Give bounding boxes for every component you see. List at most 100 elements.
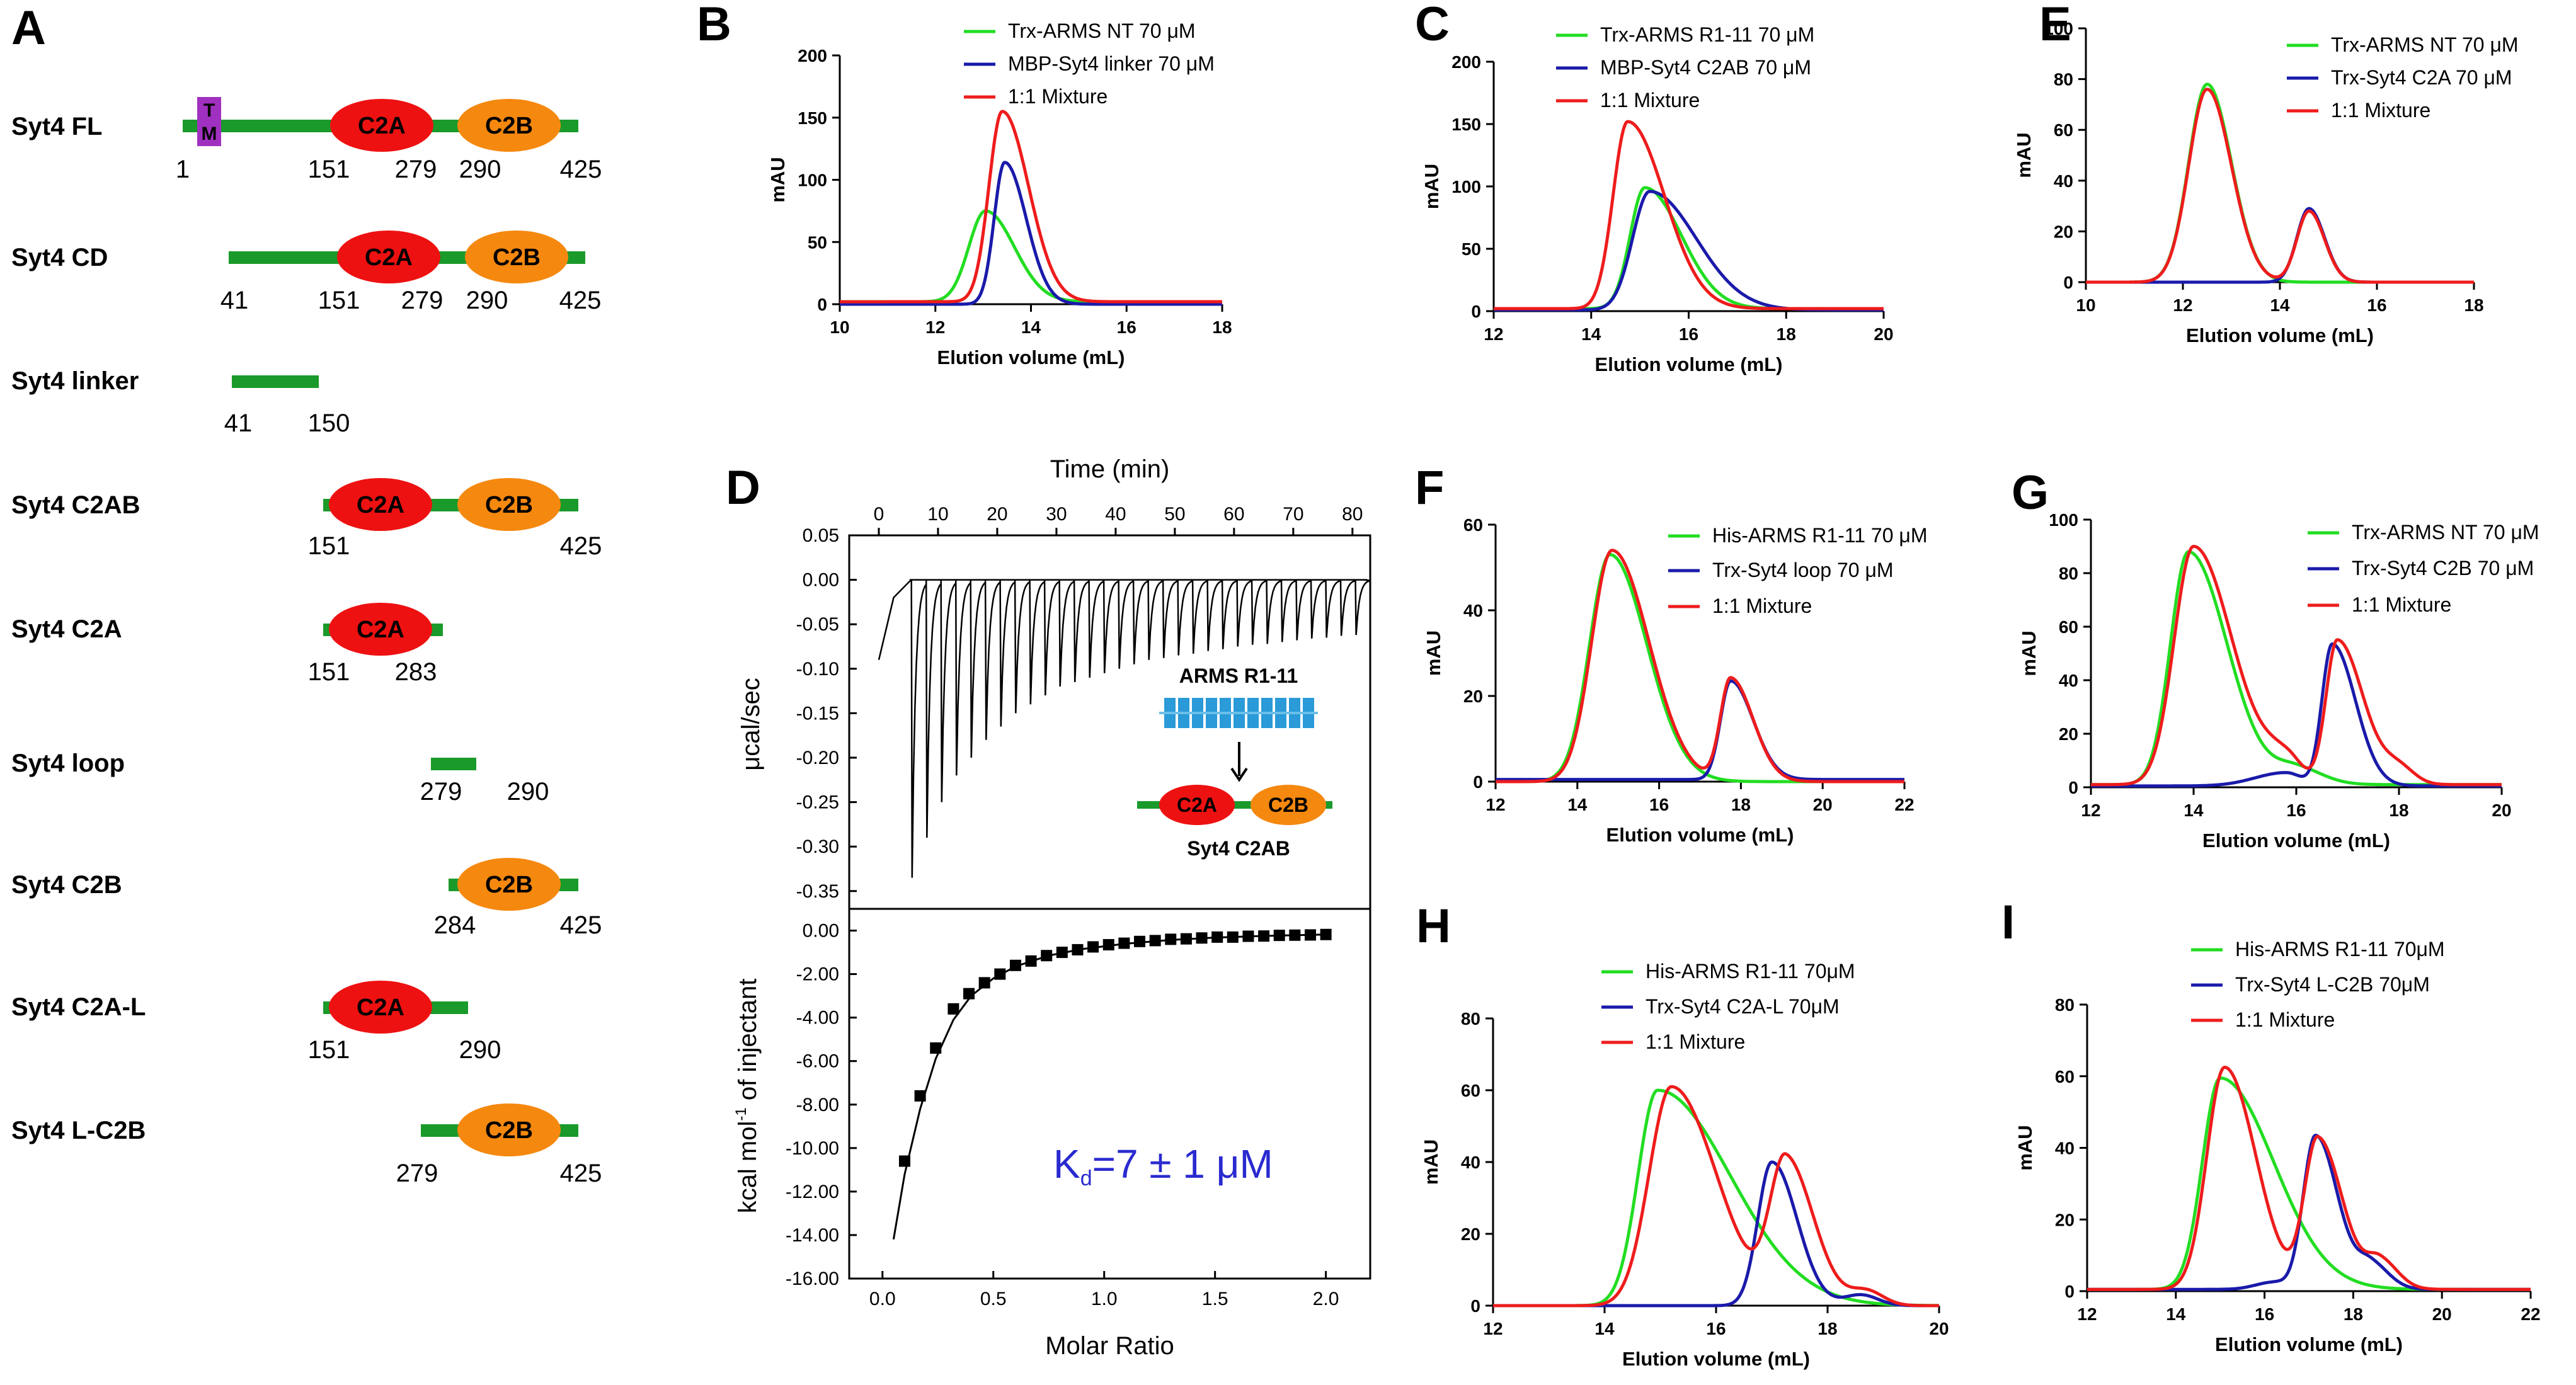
residue-number: 425 [560, 532, 602, 560]
panel-label-f: F [1415, 461, 1444, 515]
kd-annotation: Kd=7 ± 1 μM [1053, 1141, 1273, 1190]
y-tick-label: 40 [2059, 671, 2078, 690]
legend-entry: 1:1 Mixture [2352, 593, 2451, 616]
panel-label-d: D [726, 461, 760, 515]
series-line-green [839, 209, 1223, 304]
c2b-domain [1251, 785, 1326, 825]
x-tick-label: 1.0 [1091, 1289, 1118, 1309]
c2b-domain [457, 478, 561, 531]
x-tick-label: 30 [1046, 504, 1067, 525]
x-tick-label: 20 [1813, 795, 1833, 814]
x-tick-label: 70 [1283, 504, 1303, 525]
construct-name: Syt4 L-C2B [11, 1117, 146, 1144]
c2a-label: C2A [1177, 794, 1217, 816]
itc-data-point [1227, 931, 1239, 943]
y-axis-label: mAU [2013, 132, 2035, 178]
y-tick-label: -0.20 [796, 748, 839, 768]
c2b-domain [457, 858, 561, 911]
itc-data-point [1273, 930, 1285, 942]
y-tick-label: -0.10 [796, 659, 839, 680]
x-tick-label: 0 [874, 504, 884, 525]
residue-number: 151 [308, 156, 350, 183]
residue-number: 151 [308, 1036, 350, 1064]
c2a-domain [330, 99, 433, 152]
construct-syt4-fl: Syt4 FL T M C2A C2B 1 151 279 290 425 [11, 97, 602, 183]
residue-number: 425 [560, 911, 602, 939]
chart-panel-i: I 12 14 16 18 20 22 0 20 40 60 80 Elution volume (mL… [2001, 896, 2541, 1355]
y-tick-label: -0.30 [796, 836, 839, 857]
y-tick-label: 20 [2055, 1210, 2075, 1229]
construct-syt4-c2ab: Syt4 C2AB C2A C2B 151 425 [11, 478, 602, 560]
legend-entry: His-ARMS R1-11 70μM [1646, 960, 1855, 983]
y-tick-label: 200 [1451, 52, 1481, 72]
legend-entry: Trx-ARMS NT 70 μM [2331, 33, 2519, 56]
x-tick-label: 20 [1929, 1319, 1949, 1338]
panel-label-b: B [697, 0, 731, 51]
c2b-label: C2B [485, 492, 533, 518]
y-axis-label: mAU [1421, 164, 1443, 209]
y-tick-label: 0 [1471, 302, 1481, 321]
c2a-label: C2A [357, 492, 404, 518]
x-tick-label: 18 [1818, 1319, 1837, 1338]
x-axis-label: Time (min) [1050, 455, 1170, 483]
itc-inset-schematic: ARMS R1-11 C2A C2B Syt4 C2AB [1137, 664, 1332, 860]
tm-label-m: M [202, 123, 217, 144]
legend-entry: Trx-ARMS NT 70 μM [1008, 20, 1196, 42]
series-line-red [839, 110, 1223, 304]
x-tick-label: 18 [2344, 1304, 2363, 1324]
arrow-down-head-icon [1230, 767, 1248, 782]
series-line-green [1495, 553, 1905, 784]
itc-data-point [1009, 959, 1021, 971]
legend-entry: 1:1 Mixture [1008, 85, 1108, 108]
itc-data-point [1211, 931, 1223, 943]
construct-name: Syt4 C2AB [11, 491, 140, 519]
itc-data-point [1258, 930, 1270, 942]
y-tick-label: 0 [2068, 778, 2078, 797]
x-tick-label: 14 [2166, 1304, 2186, 1324]
x-tick-label: 16 [1649, 795, 1669, 814]
x-tick-label: 12 [925, 317, 945, 337]
series-line-red [1492, 1085, 1940, 1308]
chart-panel-f: F 12 14 16 18 20 22 0 20 40 60 Elution volume (mL) m… [1415, 461, 1927, 846]
x-tick-label: 16 [2255, 1304, 2274, 1324]
tm-label-t: T [203, 100, 215, 121]
panel-label-e: E [2039, 0, 2071, 51]
chart-panel-g: G 12 14 16 18 20 0 20 40 60 80 100 Elution volume (m… [2012, 466, 2539, 852]
residue-number: 41 [220, 287, 249, 314]
residue-number: 425 [560, 1160, 602, 1187]
chart-panel-b: B 10 12 14 16 18 0 50 100 150 200 Elution volume (m… [697, 0, 1232, 368]
itc-fit-curve [892, 933, 1326, 1240]
c2b-label: C2B [485, 1117, 533, 1144]
legend-entry: Trx-ARMS NT 70 μM [2352, 521, 2539, 544]
construct-name: Syt4 CD [11, 244, 108, 271]
construct-syt4-c2a-l: Syt4 C2A-L C2A 151 290 [11, 981, 501, 1064]
x-axis-label: Elution volume (mL) [937, 346, 1125, 368]
x-tick-label: 16 [1679, 324, 1698, 344]
x-tick-label: 22 [2521, 1304, 2540, 1324]
itc-raw-heat-plot: D 0 10 20 30 40 50 60 70 80 0.05 0.00 -0.05 -0.10 -0.1… [726, 455, 1371, 910]
construct-name: Syt4 C2A [11, 615, 122, 643]
c2a-domain [329, 981, 432, 1034]
x-tick-label: 10 [830, 317, 849, 337]
chart-panel-e: E 10 12 14 16 18 0 20 40 60 80 100 Elution volume (m… [2013, 0, 2519, 346]
series-line-red [2090, 545, 2502, 787]
itc-data-point [994, 968, 1006, 980]
y-tick-label: 100 [2044, 19, 2073, 38]
construct-name: Syt4 C2A-L [11, 993, 146, 1021]
x-tick-label: 20 [2432, 1304, 2452, 1324]
x-tick-label: 16 [1706, 1319, 1726, 1338]
series-line-red [2085, 88, 2475, 284]
y-tick-label: -8.00 [796, 1095, 839, 1115]
panel-label-h: H [1416, 899, 1451, 953]
y-tick-label: 0 [1470, 1296, 1480, 1316]
y-tick-label: 20 [1461, 1224, 1480, 1244]
y-axis-label: mAU [1420, 1139, 1442, 1185]
y-tick-label: 40 [2054, 171, 2073, 191]
c2b-domain [457, 1103, 561, 1156]
legend-entry: 1:1 Mixture [2235, 1008, 2335, 1031]
x-tick-label: 20 [1874, 324, 1893, 344]
x-tick-label: 20 [2492, 801, 2511, 820]
x-tick-label: 14 [2270, 295, 2290, 315]
itc-data-point [1196, 932, 1208, 944]
x-axis-label: Elution volume (mL) [1606, 824, 1794, 846]
